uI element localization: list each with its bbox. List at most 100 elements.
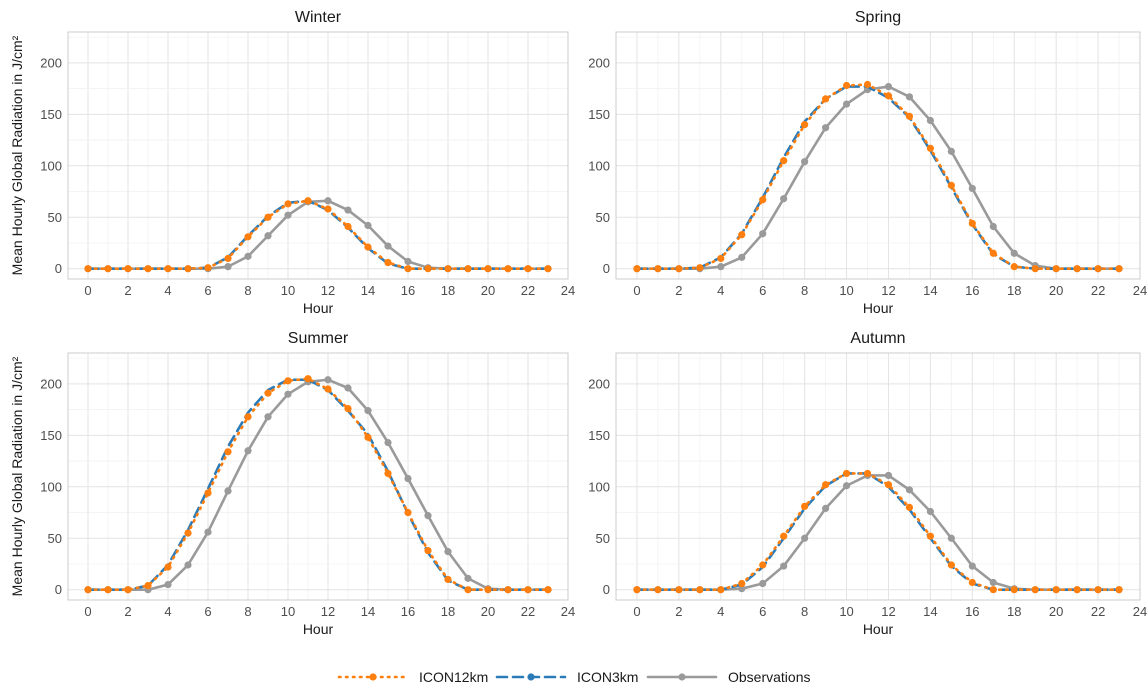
x-axis-label: Hour bbox=[303, 621, 334, 637]
data-point bbox=[324, 197, 332, 205]
data-point bbox=[633, 265, 641, 273]
data-point bbox=[801, 121, 809, 129]
data-point bbox=[842, 100, 851, 108]
data-point bbox=[717, 254, 725, 263]
data-point bbox=[905, 93, 914, 101]
x-tick-label: 6 bbox=[759, 283, 766, 298]
data-point bbox=[224, 448, 232, 456]
series-icon3km-autumn bbox=[635, 472, 1121, 592]
x-tick-label: 18 bbox=[1007, 283, 1021, 298]
data-point bbox=[1010, 263, 1018, 271]
data-point bbox=[484, 265, 492, 273]
data-point bbox=[884, 82, 893, 91]
data-point bbox=[404, 508, 412, 517]
data-point bbox=[675, 586, 683, 594]
series-icon12km-summer bbox=[84, 375, 552, 594]
series-line bbox=[86, 377, 550, 592]
data-point bbox=[1094, 586, 1102, 594]
data-point bbox=[244, 447, 252, 455]
data-point bbox=[444, 265, 452, 273]
data-point bbox=[264, 389, 272, 397]
y-tick-label: 150 bbox=[40, 107, 62, 122]
data-point bbox=[1031, 265, 1039, 273]
grid-summer bbox=[68, 353, 569, 600]
data-point bbox=[654, 265, 662, 273]
x-tick-label: 18 bbox=[441, 604, 455, 619]
x-tick-label: 22 bbox=[1091, 604, 1105, 619]
data-point bbox=[968, 578, 976, 587]
y-tick-label: 50 bbox=[596, 210, 610, 225]
y-axis-label-top: Mean Hourly Global Radiation in J/cm² bbox=[9, 35, 25, 275]
data-point bbox=[144, 581, 152, 590]
x-tick-label: 8 bbox=[801, 283, 808, 298]
data-point bbox=[304, 375, 312, 383]
data-point bbox=[344, 222, 352, 231]
data-point bbox=[759, 230, 767, 238]
series-line bbox=[86, 199, 550, 271]
data-point bbox=[404, 265, 412, 273]
x-tick-label: 0 bbox=[633, 283, 640, 298]
legend-key-marker bbox=[678, 673, 686, 681]
data-point bbox=[884, 92, 893, 100]
data-point bbox=[822, 504, 830, 513]
panel-title-spring: Spring bbox=[855, 9, 901, 26]
x-tick-label: 14 bbox=[923, 283, 937, 298]
data-point bbox=[947, 534, 955, 542]
series-observations-summer bbox=[84, 376, 552, 594]
data-point bbox=[344, 384, 352, 392]
legend-item-observations: Observations bbox=[646, 669, 810, 685]
data-point bbox=[224, 254, 232, 263]
data-point bbox=[989, 578, 997, 587]
data-point bbox=[384, 242, 392, 250]
data-point bbox=[164, 580, 172, 589]
data-point bbox=[989, 222, 997, 231]
x-tick-label: 8 bbox=[801, 604, 808, 619]
y-tick-label: 100 bbox=[40, 479, 62, 494]
panel-title-autumn: Autumn bbox=[850, 330, 905, 347]
data-point bbox=[84, 586, 92, 594]
x-tick-label: 20 bbox=[1049, 283, 1063, 298]
data-point bbox=[284, 200, 292, 208]
data-point bbox=[464, 586, 472, 594]
x-tick-label: 22 bbox=[1091, 283, 1105, 298]
x-tick-label: 22 bbox=[521, 604, 535, 619]
y-tick-label: 150 bbox=[40, 428, 62, 443]
data-point bbox=[444, 575, 452, 584]
y-tick-label: 200 bbox=[588, 55, 610, 70]
data-point bbox=[947, 147, 955, 155]
data-point bbox=[1031, 586, 1039, 594]
data-point bbox=[926, 144, 935, 152]
panel-border-summer bbox=[67, 352, 569, 601]
panel-border-winter bbox=[67, 31, 569, 280]
data-point bbox=[926, 532, 935, 540]
data-point bbox=[822, 95, 830, 103]
x-tick-label: 24 bbox=[561, 283, 575, 298]
data-point bbox=[404, 474, 412, 483]
series-icon3km-summer bbox=[86, 378, 550, 592]
data-point bbox=[124, 586, 132, 594]
data-point bbox=[504, 265, 512, 273]
x-tick-label: 6 bbox=[759, 604, 766, 619]
grid-winter bbox=[68, 32, 569, 279]
data-point bbox=[524, 265, 532, 273]
x-tick-label: 0 bbox=[84, 283, 91, 298]
x-tick-label: 4 bbox=[164, 604, 171, 619]
data-point bbox=[696, 264, 704, 272]
data-point bbox=[822, 481, 830, 489]
x-tick-label: 0 bbox=[633, 604, 640, 619]
series-line bbox=[86, 199, 550, 271]
data-point bbox=[842, 81, 851, 90]
x-tick-label: 16 bbox=[401, 604, 415, 619]
x-tick-label: 6 bbox=[204, 604, 211, 619]
x-tick-label: 24 bbox=[1133, 604, 1147, 619]
data-point bbox=[863, 469, 872, 478]
data-point bbox=[424, 547, 432, 555]
y-tick-label: 200 bbox=[40, 376, 62, 391]
data-point bbox=[1073, 586, 1081, 594]
legend-label: ICON12km bbox=[419, 669, 488, 685]
x-tick-label: 20 bbox=[481, 604, 495, 619]
data-point bbox=[364, 407, 372, 415]
data-point bbox=[801, 502, 809, 510]
